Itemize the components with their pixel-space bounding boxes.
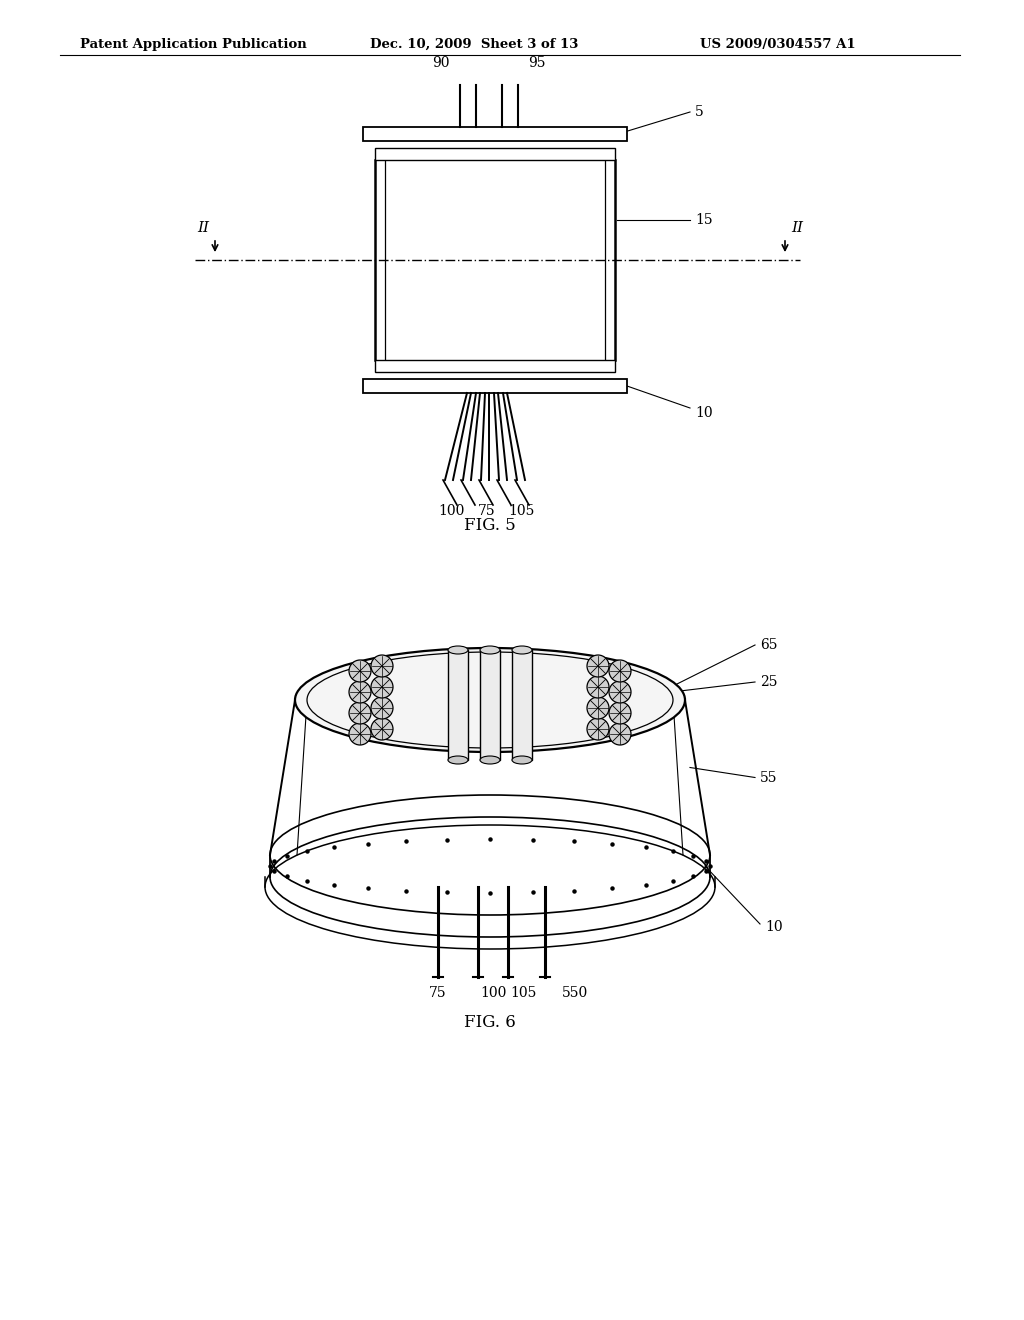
Text: 550: 550	[562, 986, 588, 1001]
Text: 105: 105	[509, 504, 536, 517]
Text: US 2009/0304557 A1: US 2009/0304557 A1	[700, 38, 856, 51]
Text: 25: 25	[760, 675, 777, 689]
Text: 95: 95	[528, 55, 546, 70]
Bar	[362, 379, 627, 393]
Circle shape	[349, 723, 371, 744]
Text: Patent Application Publication: Patent Application Publication	[80, 38, 307, 51]
Text: FIG. 5: FIG. 5	[464, 517, 516, 535]
Text: 100: 100	[480, 986, 506, 1001]
Text: 75: 75	[429, 986, 446, 1001]
Text: 100: 100	[439, 504, 465, 517]
Ellipse shape	[480, 645, 500, 653]
Bar	[375, 360, 615, 372]
Text: 15: 15	[695, 213, 713, 227]
Text: II: II	[791, 220, 803, 235]
Circle shape	[609, 660, 631, 682]
Text: Dec. 10, 2009  Sheet 3 of 13: Dec. 10, 2009 Sheet 3 of 13	[370, 38, 579, 51]
Circle shape	[349, 681, 371, 704]
Ellipse shape	[512, 756, 532, 764]
Text: 75: 75	[478, 504, 496, 517]
Circle shape	[371, 697, 393, 719]
Text: 10: 10	[765, 920, 782, 935]
Bar	[480, 649, 500, 760]
Text: 5: 5	[695, 106, 703, 119]
Circle shape	[371, 718, 393, 741]
Circle shape	[609, 723, 631, 744]
Ellipse shape	[449, 756, 468, 764]
Ellipse shape	[512, 645, 532, 653]
Text: FIG. 6: FIG. 6	[464, 1014, 516, 1031]
Circle shape	[609, 681, 631, 704]
Text: II: II	[197, 220, 209, 235]
Ellipse shape	[449, 645, 468, 653]
Ellipse shape	[295, 648, 685, 752]
Ellipse shape	[480, 756, 500, 764]
Circle shape	[587, 697, 609, 719]
Circle shape	[587, 718, 609, 741]
Text: 55: 55	[760, 771, 777, 784]
Bar	[362, 127, 627, 141]
Bar	[375, 148, 615, 160]
Circle shape	[587, 655, 609, 677]
Circle shape	[609, 702, 631, 723]
Text: 10: 10	[695, 407, 713, 420]
Circle shape	[587, 676, 609, 698]
Bar	[512, 649, 532, 760]
Circle shape	[371, 655, 393, 677]
Bar	[449, 649, 468, 760]
Text: 90: 90	[432, 55, 450, 70]
Circle shape	[349, 660, 371, 682]
Circle shape	[371, 676, 393, 698]
Text: 105: 105	[510, 986, 537, 1001]
Text: 65: 65	[760, 638, 777, 652]
Circle shape	[349, 702, 371, 723]
